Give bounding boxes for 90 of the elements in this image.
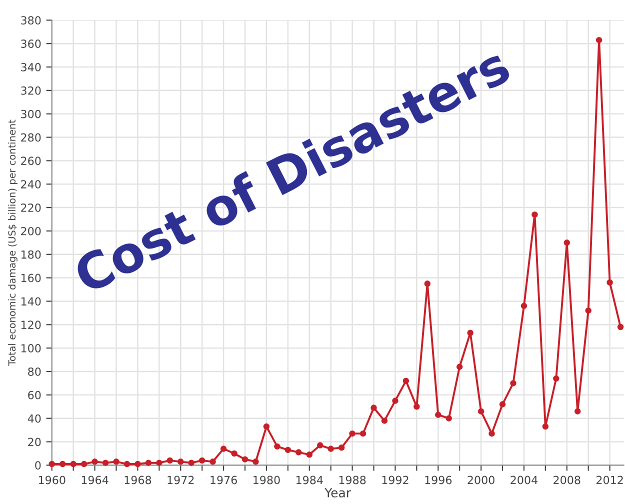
point — [349, 430, 356, 437]
point — [134, 460, 141, 468]
point — [124, 460, 130, 468]
point — [435, 412, 442, 418]
point — [198, 457, 206, 464]
point — [166, 457, 174, 464]
point — [392, 398, 398, 404]
point — [488, 430, 495, 437]
point — [274, 443, 280, 450]
x-tick-label: 1964 — [82, 476, 108, 484]
y-tick-label: 40 — [28, 414, 41, 423]
point — [360, 430, 366, 437]
point — [510, 380, 516, 386]
y-tick-label: 280 — [21, 133, 41, 142]
point — [499, 401, 506, 408]
y-tick-label: 240 — [21, 180, 41, 188]
point — [338, 444, 345, 451]
point — [564, 240, 570, 246]
point — [617, 324, 624, 330]
point — [316, 442, 324, 448]
y-tick-label: 220 — [21, 204, 41, 212]
y-tick-label: 60 — [28, 390, 41, 400]
point — [585, 307, 592, 314]
x-tick-label: 1988 — [339, 476, 366, 484]
x-axis-title: Year — [324, 488, 352, 498]
x-tick-label: 1976 — [210, 476, 237, 484]
x-tick-label: 2012 — [596, 476, 623, 484]
x-tick-label: 1984 — [296, 476, 323, 484]
y-tick-label: 300 — [21, 110, 41, 118]
point — [456, 364, 463, 370]
x-tick-label: 1980 — [254, 476, 280, 484]
y-tick-label: 0 — [35, 461, 41, 470]
point — [306, 452, 313, 458]
y-tick-label: 200 — [21, 226, 41, 236]
y-tick-label: 180 — [21, 250, 41, 259]
y-tick-label: 260 — [21, 156, 41, 166]
x-tick-label: 2000 — [468, 476, 494, 484]
y-tick-label: 20 — [28, 438, 41, 446]
point — [402, 378, 410, 384]
x-tick-label: 1996 — [425, 476, 452, 484]
point — [574, 408, 581, 414]
point — [156, 460, 162, 466]
point — [553, 375, 560, 382]
y-tick-label: 100 — [21, 344, 41, 352]
point — [414, 404, 420, 410]
point — [242, 456, 248, 462]
point — [48, 460, 55, 468]
point — [102, 460, 109, 466]
point — [424, 280, 431, 287]
point — [467, 330, 474, 336]
point — [370, 404, 377, 411]
point — [113, 458, 120, 465]
point — [478, 408, 484, 414]
point — [532, 211, 538, 218]
point — [446, 415, 452, 422]
point — [92, 458, 98, 465]
y-tick-label: 360 — [21, 40, 41, 48]
point — [381, 418, 388, 424]
x-tick-label: 2008 — [554, 476, 580, 484]
point — [596, 36, 602, 44]
point — [542, 423, 549, 430]
point — [606, 279, 613, 286]
point — [210, 458, 216, 465]
point — [328, 446, 334, 452]
x-tick-label: 1968 — [124, 476, 152, 484]
x-tick-label: 1992 — [382, 476, 408, 484]
point — [178, 458, 184, 465]
x-tick-label: 1972 — [168, 476, 194, 484]
y-tick-label: 320 — [21, 86, 41, 95]
point — [70, 460, 76, 468]
point — [59, 460, 66, 468]
y-tick-label: 160 — [21, 274, 41, 282]
point — [145, 460, 152, 466]
point — [296, 449, 302, 456]
point — [252, 458, 259, 465]
point — [284, 446, 292, 454]
point — [263, 423, 270, 430]
y-tick-label: 80 — [28, 367, 41, 376]
point — [520, 302, 528, 310]
y-tick-label: 380 — [21, 16, 41, 25]
x-tick-label: 1960 — [38, 476, 66, 484]
point — [231, 450, 238, 457]
y-axis-title: Total economic damage (US$ billion) per continent — [8, 120, 18, 366]
point — [220, 446, 227, 452]
y-tick-label: 120 — [21, 320, 41, 330]
y-tick-label: 140 — [21, 297, 41, 306]
point — [80, 460, 88, 468]
x-tick-label: 2004 — [510, 476, 538, 484]
point — [188, 460, 194, 466]
y-tick-label: 340 — [21, 62, 41, 72]
